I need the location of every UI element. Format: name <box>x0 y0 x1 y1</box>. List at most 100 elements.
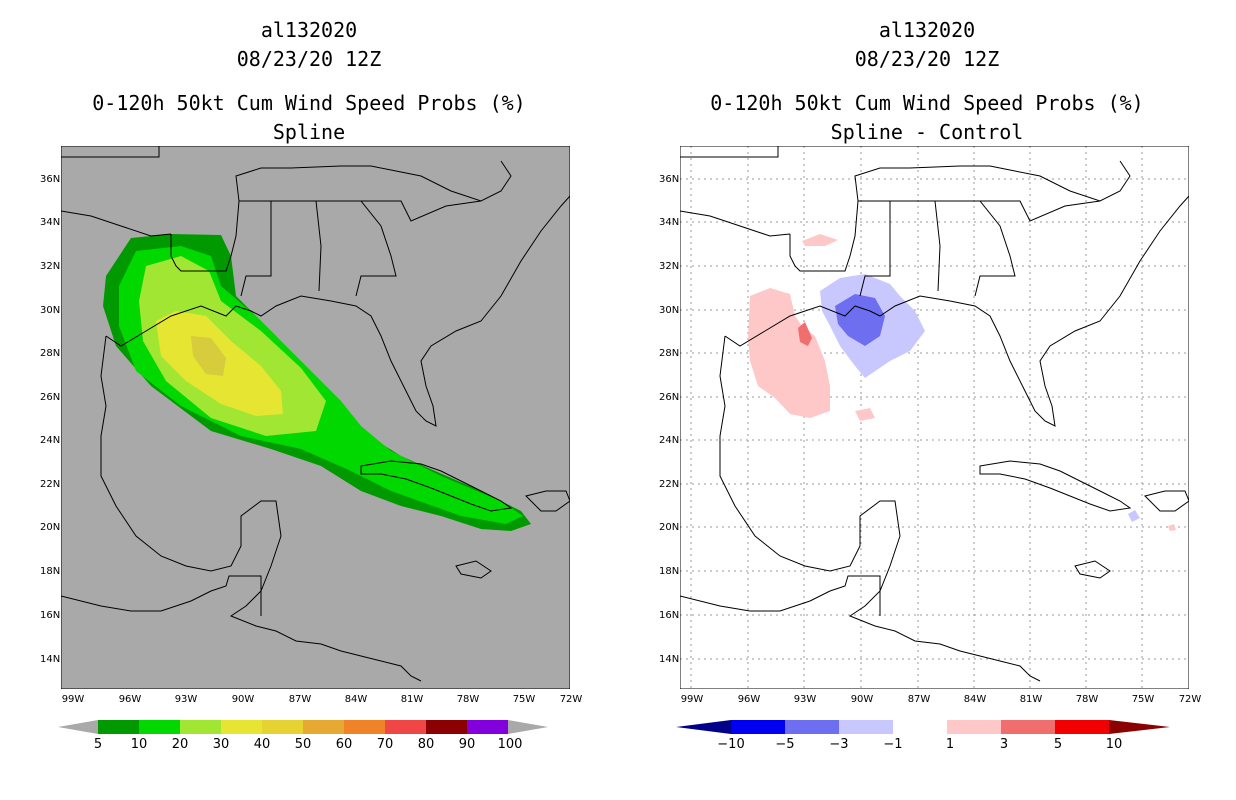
colorbar-label: 10 <box>1105 737 1123 752</box>
colorbar-label: 60 <box>335 737 353 752</box>
lat-label: 32N <box>40 261 61 272</box>
lat-label: 22N <box>659 479 680 490</box>
colorbar-swatch <box>344 720 385 734</box>
colorbar-swatch <box>180 720 221 734</box>
lon-label: 75W <box>1131 694 1155 705</box>
diff-positive-1-3 <box>855 408 875 421</box>
lat-label: 20N <box>40 522 61 533</box>
difference-map-svg <box>679 145 1190 690</box>
colorbar <box>58 720 548 734</box>
colorbar-swatch <box>467 720 508 734</box>
diff-positive-1-3 <box>1168 524 1176 531</box>
colorbar-label: −1 <box>883 737 903 752</box>
coastlines <box>60 145 571 690</box>
colorbar-swatch <box>893 720 947 734</box>
lon-label: 75W <box>512 694 536 705</box>
lon-label: 84W <box>963 694 987 705</box>
diff-positive-3-5 <box>798 322 812 346</box>
colorbar-label: 5 <box>1053 737 1063 752</box>
lat-label: 18N <box>40 566 61 577</box>
lon-label: 87W <box>907 694 931 705</box>
diff-positive-1-3 <box>748 288 830 418</box>
colorbar-label: 70 <box>376 737 394 752</box>
lon-label: 81W <box>1019 694 1043 705</box>
colorbar-over-arrow <box>1109 720 1170 734</box>
lat-label: 24N <box>40 435 61 446</box>
lat-label: 30N <box>40 305 61 316</box>
colorbar-swatch <box>785 720 839 734</box>
datetime: 08/23/20 12Z <box>854 47 1000 71</box>
lat-label: 20N <box>659 522 680 533</box>
product-title: 0-120h 50kt Cum Wind Speed Probs (%) <box>92 91 526 115</box>
colorbar-swatch <box>426 720 467 734</box>
colorbar-label: 90 <box>458 737 476 752</box>
lon-label: 90W <box>850 694 874 705</box>
colorbar-label: 1 <box>945 737 955 752</box>
colorbar-swatch <box>385 720 426 734</box>
lat-label: 30N <box>659 305 680 316</box>
colorbar-swatch <box>1055 720 1109 734</box>
lat-label: 14N <box>659 654 680 665</box>
colorbar-swatch <box>1001 720 1055 734</box>
lat-label: 16N <box>659 610 680 621</box>
diff-negative-3-5 <box>835 294 885 346</box>
colorbar-label: 40 <box>253 737 271 752</box>
map-background <box>680 146 1189 689</box>
lat-label: 36N <box>659 174 680 185</box>
lat-label: 18N <box>659 566 680 577</box>
lon-label: 96W <box>737 694 761 705</box>
colorbar-swatch <box>139 720 180 734</box>
lat-label: 36N <box>40 174 61 185</box>
lon-label: 78W <box>1075 694 1099 705</box>
lon-label: 96W <box>118 694 142 705</box>
colorbar-label: 100 <box>497 737 523 752</box>
diff-positive-1-3 <box>802 234 838 246</box>
lat-label: 24N <box>659 435 680 446</box>
colorbar-swatch <box>947 720 1001 734</box>
lat-label: 28N <box>40 348 61 359</box>
lat-label: 32N <box>659 261 680 272</box>
lon-label: 99W <box>61 694 85 705</box>
lat-label: 22N <box>40 479 61 490</box>
colorbar-label: −3 <box>829 737 849 752</box>
lon-label: 87W <box>288 694 312 705</box>
storm-id: al132020 <box>878 18 976 42</box>
datetime: 08/23/20 12Z <box>236 47 382 71</box>
colorbar-label: 80 <box>417 737 435 752</box>
lat-label: 14N <box>40 654 61 665</box>
colorbar-swatch <box>303 720 344 734</box>
left-panel: al132020 08/23/20 12Z 0-120h 50kt Cum Wi… <box>40 18 583 752</box>
lon-label: 72W <box>559 694 583 705</box>
colorbar-label: −5 <box>775 737 795 752</box>
lon-label: 99W <box>680 694 704 705</box>
subtitle: Spline <box>272 120 346 144</box>
colorbar-label: 30 <box>212 737 230 752</box>
probability-map-svg <box>60 145 571 690</box>
colorbar-label: −10 <box>717 737 745 752</box>
probability-map <box>60 145 571 690</box>
colorbar-swatch <box>262 720 303 734</box>
lon-label: 93W <box>793 694 817 705</box>
prob-contour-40 <box>191 336 226 376</box>
colorbar-label: 50 <box>294 737 312 752</box>
colorbar-label: 10 <box>130 737 148 752</box>
lat-label: 34N <box>40 217 61 228</box>
colorbar-swatch <box>221 720 262 734</box>
colorbar <box>676 720 1170 734</box>
subtitle: Spline - Control <box>830 120 1024 144</box>
lon-label: 81W <box>400 694 424 705</box>
colorbar-swatch <box>98 720 139 734</box>
colorbar-under-arrow <box>676 720 731 734</box>
lat-label: 26N <box>659 392 680 403</box>
lat-label: 28N <box>659 348 680 359</box>
colorbar-label: 20 <box>171 737 189 752</box>
colorbar-label: 5 <box>93 737 103 752</box>
lon-label: 84W <box>344 694 368 705</box>
lon-label: 72W <box>1178 694 1202 705</box>
product-title: 0-120h 50kt Cum Wind Speed Probs (%) <box>710 91 1144 115</box>
colorbar-label: 3 <box>999 737 1009 752</box>
right-panel: al132020 08/23/20 12Z 0-120h 50kt Cum Wi… <box>618 0 1236 800</box>
lat-label: 34N <box>659 217 680 228</box>
diff-negative-1-3 <box>1128 510 1140 522</box>
lon-label: 90W <box>231 694 255 705</box>
